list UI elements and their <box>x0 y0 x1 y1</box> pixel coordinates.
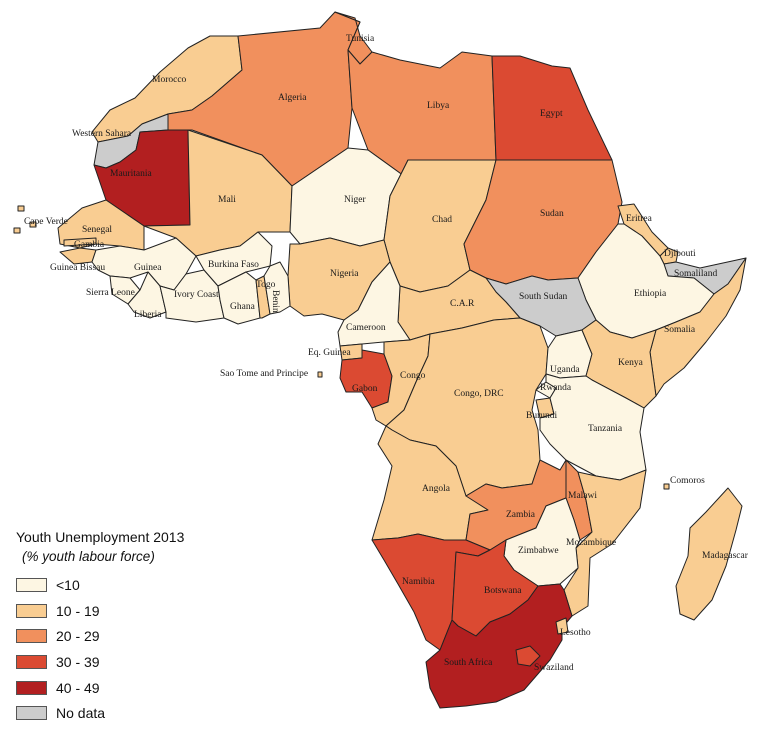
label-niger: Niger <box>344 195 366 205</box>
label-rwanda: Rwanda <box>540 383 572 393</box>
country-cape-verde <box>13 205 37 234</box>
map-legend: Youth Unemployment 2013 (% youth labour … <box>16 529 276 726</box>
legend-label: 20 - 29 <box>56 628 100 645</box>
label-kenya: Kenya <box>618 358 644 368</box>
label-nigeria: Nigeria <box>330 269 359 279</box>
legend-label: 40 - 49 <box>56 679 100 696</box>
label-mozambique: Mozambique <box>566 538 616 548</box>
label-gabon: Gabon <box>352 384 378 394</box>
country-guinea-bissau <box>59 247 97 265</box>
label-algeria: Algeria <box>278 93 307 103</box>
label-swaziland: Lesotho <box>560 628 591 638</box>
label-western-sahara: Western Sahara <box>72 129 132 139</box>
label-lesotho: Swaziland <box>534 663 574 673</box>
label-congo: Congo <box>400 371 426 381</box>
label-malawi: Malawi <box>568 491 597 501</box>
country-swaziland <box>555 617 569 635</box>
legend-item: 20 - 29 <box>16 623 276 649</box>
label-south-sudan: South Sudan <box>519 292 568 302</box>
legend-item: <10 <box>16 572 276 598</box>
label-libya: Libya <box>427 101 450 111</box>
legend-label: 30 - 39 <box>56 653 100 670</box>
legend-title: Youth Unemployment 2013 <box>16 529 185 545</box>
country-comoros <box>663 483 670 490</box>
label-ivory-coast: Ivory Coast <box>174 290 219 300</box>
label-zimbabwe: Zimbabwe <box>518 546 559 556</box>
label-sierra-leone: Sierra Leone <box>86 288 135 298</box>
label-eq-guinea: Eq. Guinea <box>308 348 352 358</box>
country-sao-tome <box>317 371 323 378</box>
country-egypt <box>491 55 613 161</box>
label-tanzania: Tanzania <box>588 424 623 434</box>
label-botswana: Botswana <box>484 586 522 596</box>
label-djibouti: Djibouti <box>664 249 696 259</box>
legend-label: No data <box>56 705 106 722</box>
label-drc: Congo, DRC <box>454 389 504 399</box>
label-sudan: Sudan <box>540 209 564 219</box>
label-namibia: Namibia <box>402 577 435 587</box>
label-uganda: Uganda <box>550 365 580 375</box>
legend-label: 10 - 19 <box>56 602 100 619</box>
country-south-africa <box>425 583 573 709</box>
legend-swatch <box>16 654 47 669</box>
country-ghana <box>217 271 261 325</box>
legend-subtitle: (% youth labour force) <box>22 549 155 564</box>
legend-swatch <box>16 706 47 721</box>
label-car: C.A.R <box>450 299 475 309</box>
label-liberia: Liberia <box>134 310 162 320</box>
legend-label: <10 <box>56 576 80 593</box>
legend-swatch <box>16 629 47 644</box>
label-ghana: Ghana <box>230 302 256 312</box>
country-madagascar <box>675 487 743 621</box>
label-south-africa: South Africa <box>444 657 493 668</box>
label-chad: Chad <box>432 215 452 225</box>
legend-item: No data <box>16 700 276 726</box>
label-angola: Angola <box>422 484 451 494</box>
label-somalia: Somalia <box>664 325 696 335</box>
label-madagascar: Madagascar <box>702 551 749 561</box>
label-sao-tome: Sao Tome and Principe <box>220 369 308 379</box>
legend-item: 10 - 19 <box>16 598 276 624</box>
label-egypt: Egypt <box>540 109 563 119</box>
label-gambia: Gambia <box>74 240 105 250</box>
country-somalia <box>649 257 747 397</box>
label-guinea-bissau: Guinea Bissau <box>50 263 105 273</box>
label-cameroon: Cameroon <box>346 323 386 333</box>
label-burkina-faso: Burkina Faso <box>208 260 259 270</box>
label-morocco: Morocco <box>152 75 187 85</box>
country-togo <box>255 275 271 319</box>
label-guinea: Guinea <box>134 263 162 273</box>
legend-item: 40 - 49 <box>16 675 276 701</box>
label-benin: Benin <box>270 290 280 313</box>
label-cape-verde: Cape Verde <box>24 217 68 227</box>
legend-swatch <box>16 680 47 695</box>
label-tunisia: Tunisia <box>346 34 375 44</box>
label-burundi: Burundi <box>526 411 558 421</box>
country-burkina-faso <box>195 231 273 287</box>
label-comoros: Comoros <box>670 476 705 486</box>
country-lesotho <box>515 645 541 667</box>
label-mali: Mali <box>218 195 236 205</box>
label-ethiopia: Ethiopia <box>634 289 667 299</box>
country-benin <box>263 261 291 315</box>
legend-swatch <box>16 603 47 618</box>
label-mauritania: Mauritania <box>110 169 152 179</box>
label-togo: Togo <box>256 280 276 290</box>
label-senegal: Senegal <box>82 225 112 235</box>
country-gambia <box>63 237 97 247</box>
label-eritrea: Eritrea <box>626 214 653 224</box>
label-zambia: Zambia <box>506 510 536 520</box>
legend-swatch <box>16 577 47 592</box>
legend-item: 30 - 39 <box>16 649 276 675</box>
label-somaliland: Somaliland <box>674 269 718 279</box>
